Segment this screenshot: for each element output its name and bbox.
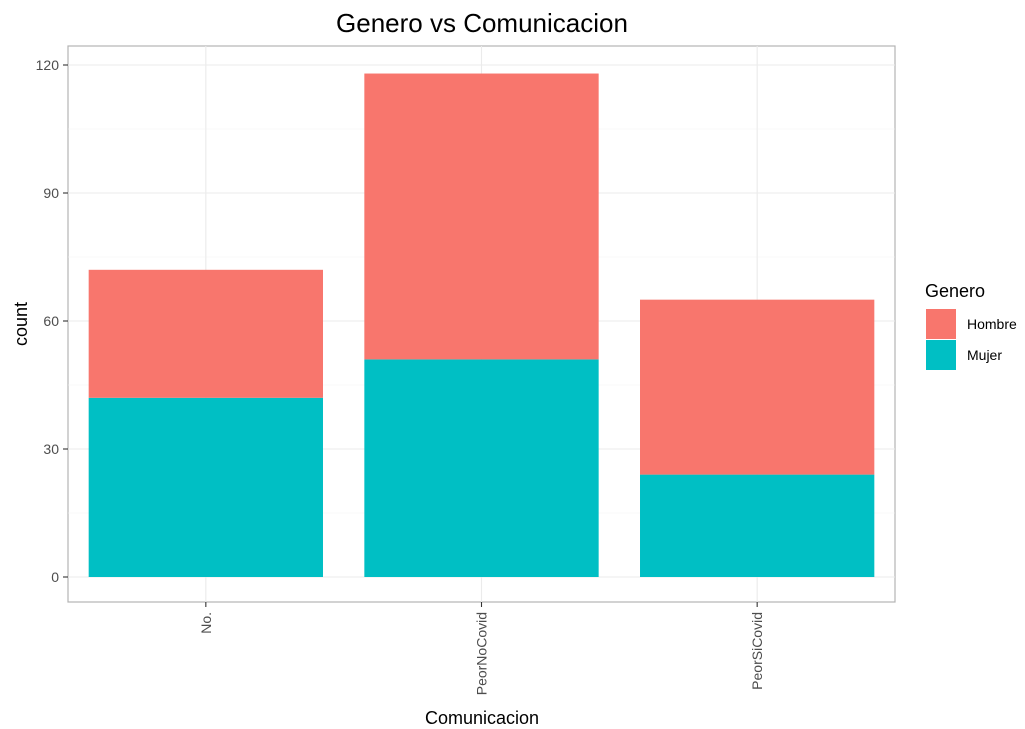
- y-tick-label: 60: [43, 313, 59, 329]
- bar-mujer-peornocovid: [364, 359, 599, 577]
- y-axis-ticks: 0 30 60 90 120: [36, 57, 68, 585]
- bar-hombre-no: [88, 269, 323, 398]
- legend: Genero Hombre Mujer: [925, 281, 1017, 370]
- bar-mujer-peorsicovid: [640, 474, 875, 577]
- legend-label-hombre: Hombre: [967, 316, 1017, 332]
- x-tick-label: PeorSiCovid: [749, 612, 765, 690]
- y-tick-label: 120: [36, 57, 60, 73]
- legend-key-mujer: [926, 340, 956, 370]
- chart-title: Genero vs Comunicacion: [336, 8, 628, 38]
- y-tick-label: 0: [51, 569, 59, 585]
- bar-mujer-no: [88, 397, 323, 577]
- y-tick-label: 90: [43, 185, 59, 201]
- x-axis-title: Comunicacion: [425, 708, 539, 728]
- y-axis-title: count: [11, 302, 31, 346]
- x-tick-label: No.: [198, 612, 214, 634]
- bar-hombre-peornocovid: [364, 73, 599, 360]
- bars: [88, 73, 875, 577]
- bar-hombre-peorsicovid: [640, 299, 875, 475]
- legend-key-hombre: [926, 309, 956, 339]
- x-axis-ticks: No. PeorNoCovid PeorSiCovid: [198, 602, 765, 695]
- legend-title: Genero: [925, 281, 985, 301]
- y-tick-label: 30: [43, 441, 59, 457]
- x-tick-label: PeorNoCovid: [474, 612, 490, 695]
- legend-label-mujer: Mujer: [967, 347, 1002, 363]
